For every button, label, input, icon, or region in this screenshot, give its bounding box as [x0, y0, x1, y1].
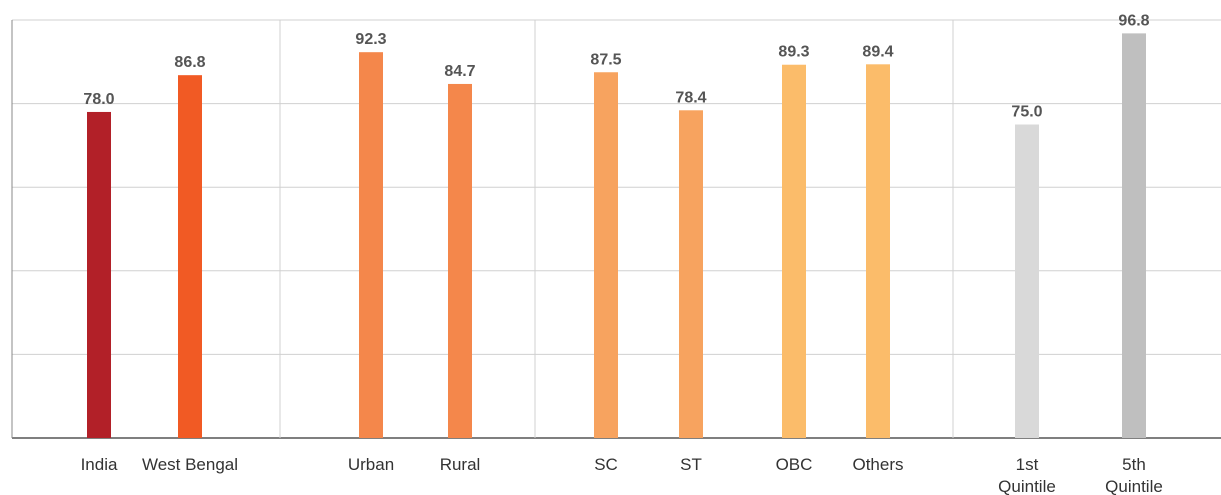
value-label: 78.0	[83, 91, 114, 108]
bar	[359, 52, 383, 438]
x-tick-label: Rural	[439, 455, 481, 474]
value-label: 87.5	[590, 51, 621, 68]
x-tick-label: Urban	[347, 455, 395, 474]
bar	[1122, 33, 1146, 438]
bar	[594, 72, 618, 438]
bar	[679, 110, 703, 439]
value-label: 78.4	[675, 89, 706, 106]
value-label: 96.8	[1118, 12, 1149, 29]
x-tick-label: SC	[594, 455, 618, 474]
bar	[1015, 124, 1039, 438]
value-label: 92.3	[355, 31, 386, 48]
x-tick-label: ST	[680, 455, 702, 474]
value-label: 75.0	[1011, 104, 1042, 121]
value-label: 89.4	[862, 43, 893, 60]
bar	[87, 111, 111, 439]
x-tick-label: 1st Quintile	[998, 455, 1056, 495]
value-label: 84.7	[444, 63, 475, 80]
value-label: 86.8	[174, 54, 205, 71]
x-tick-label: India	[80, 455, 118, 474]
bar	[782, 64, 806, 438]
value-label: 89.3	[778, 44, 809, 61]
x-tick-label: Others	[852, 455, 904, 474]
x-tick-label: 5th Quintile	[1105, 455, 1163, 495]
bar	[448, 83, 472, 438]
x-tick-label: OBC	[775, 455, 813, 474]
bar	[866, 64, 890, 439]
x-tick-label: West Bengal	[141, 455, 239, 474]
bar	[178, 75, 202, 439]
